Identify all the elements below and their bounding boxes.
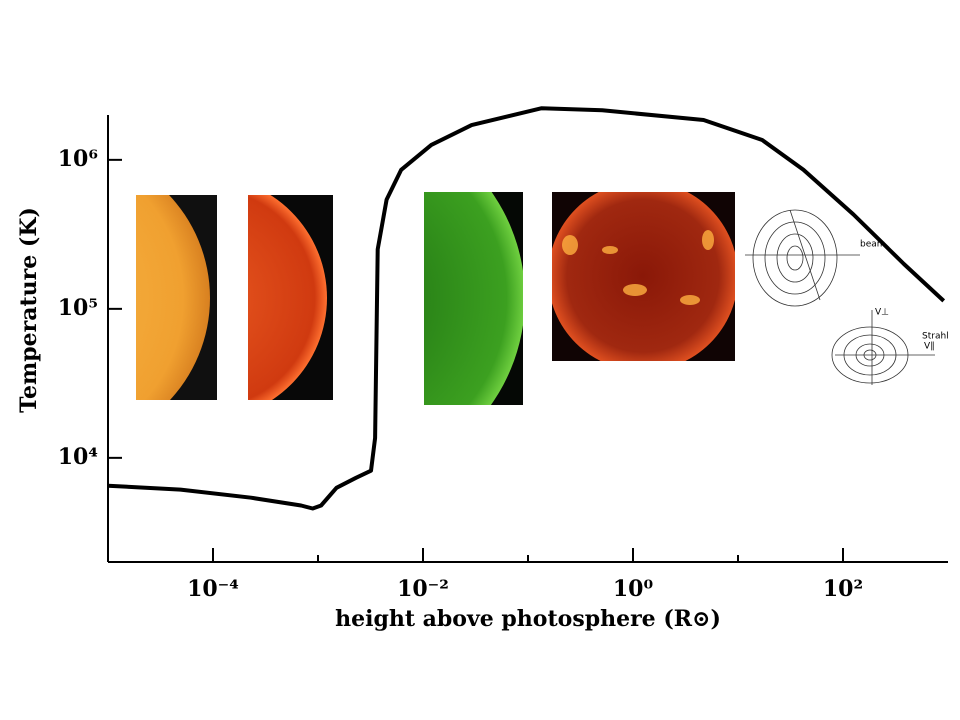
y-tick-label: 10⁴	[58, 444, 98, 470]
x-axis-title: height above photosphere (R⊙)	[335, 606, 721, 632]
x-tick-label: 10⁻²	[397, 576, 449, 602]
x-tick-label: 10⁰	[613, 576, 654, 602]
x-tick-label: 10²	[823, 576, 863, 602]
annotation: Strahl	[922, 332, 949, 342]
y-tick-label: 10⁶	[58, 146, 98, 172]
temperature-line	[107, 106, 946, 511]
annotation: V⊥	[875, 308, 889, 318]
annotation: V∥	[924, 342, 935, 352]
y-axis-title: Temperature (K)	[16, 207, 42, 413]
sun-images	[136, 192, 735, 405]
x-tick-label: 10⁻⁴	[187, 576, 239, 602]
annotation: beam	[860, 240, 886, 250]
distribution-diagrams	[745, 209, 935, 385]
y-tick-label: 10⁵	[58, 295, 98, 321]
